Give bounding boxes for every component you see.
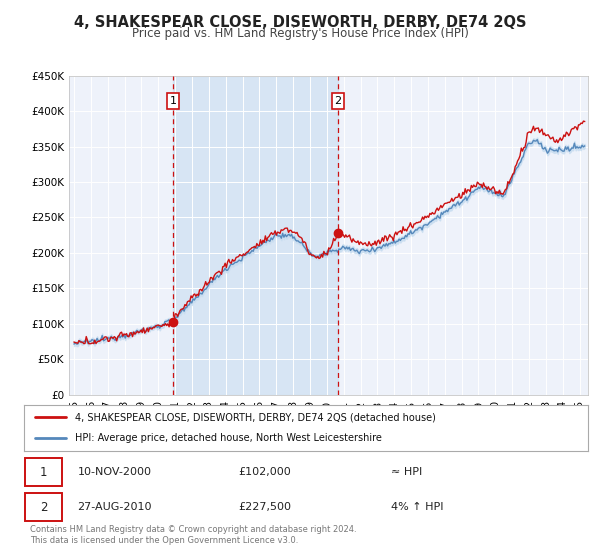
Text: 27-AUG-2010: 27-AUG-2010 [77,502,152,512]
Text: 2: 2 [334,96,341,106]
Text: HPI: Average price, detached house, North West Leicestershire: HPI: Average price, detached house, Nort… [75,433,382,444]
Text: 4% ↑ HPI: 4% ↑ HPI [391,502,443,512]
Text: 2: 2 [40,501,47,514]
Text: Price paid vs. HM Land Registry's House Price Index (HPI): Price paid vs. HM Land Registry's House … [131,27,469,40]
Text: 4, SHAKESPEAR CLOSE, DISEWORTH, DERBY, DE74 2QS (detached house): 4, SHAKESPEAR CLOSE, DISEWORTH, DERBY, D… [75,412,436,422]
Text: 1: 1 [169,96,176,106]
Text: ≈ HPI: ≈ HPI [391,467,422,477]
Text: £227,500: £227,500 [238,502,292,512]
Bar [173,76,338,395]
Text: 4, SHAKESPEAR CLOSE, DISEWORTH, DERBY, DE74 2QS: 4, SHAKESPEAR CLOSE, DISEWORTH, DERBY, D… [74,15,526,30]
FancyBboxPatch shape [25,458,62,486]
Text: £102,000: £102,000 [238,467,291,477]
Text: Contains HM Land Registry data © Crown copyright and database right 2024.
This d: Contains HM Land Registry data © Crown c… [30,525,356,545]
FancyBboxPatch shape [25,493,62,521]
Text: 10-NOV-2000: 10-NOV-2000 [77,467,152,477]
Text: 1: 1 [40,466,47,479]
